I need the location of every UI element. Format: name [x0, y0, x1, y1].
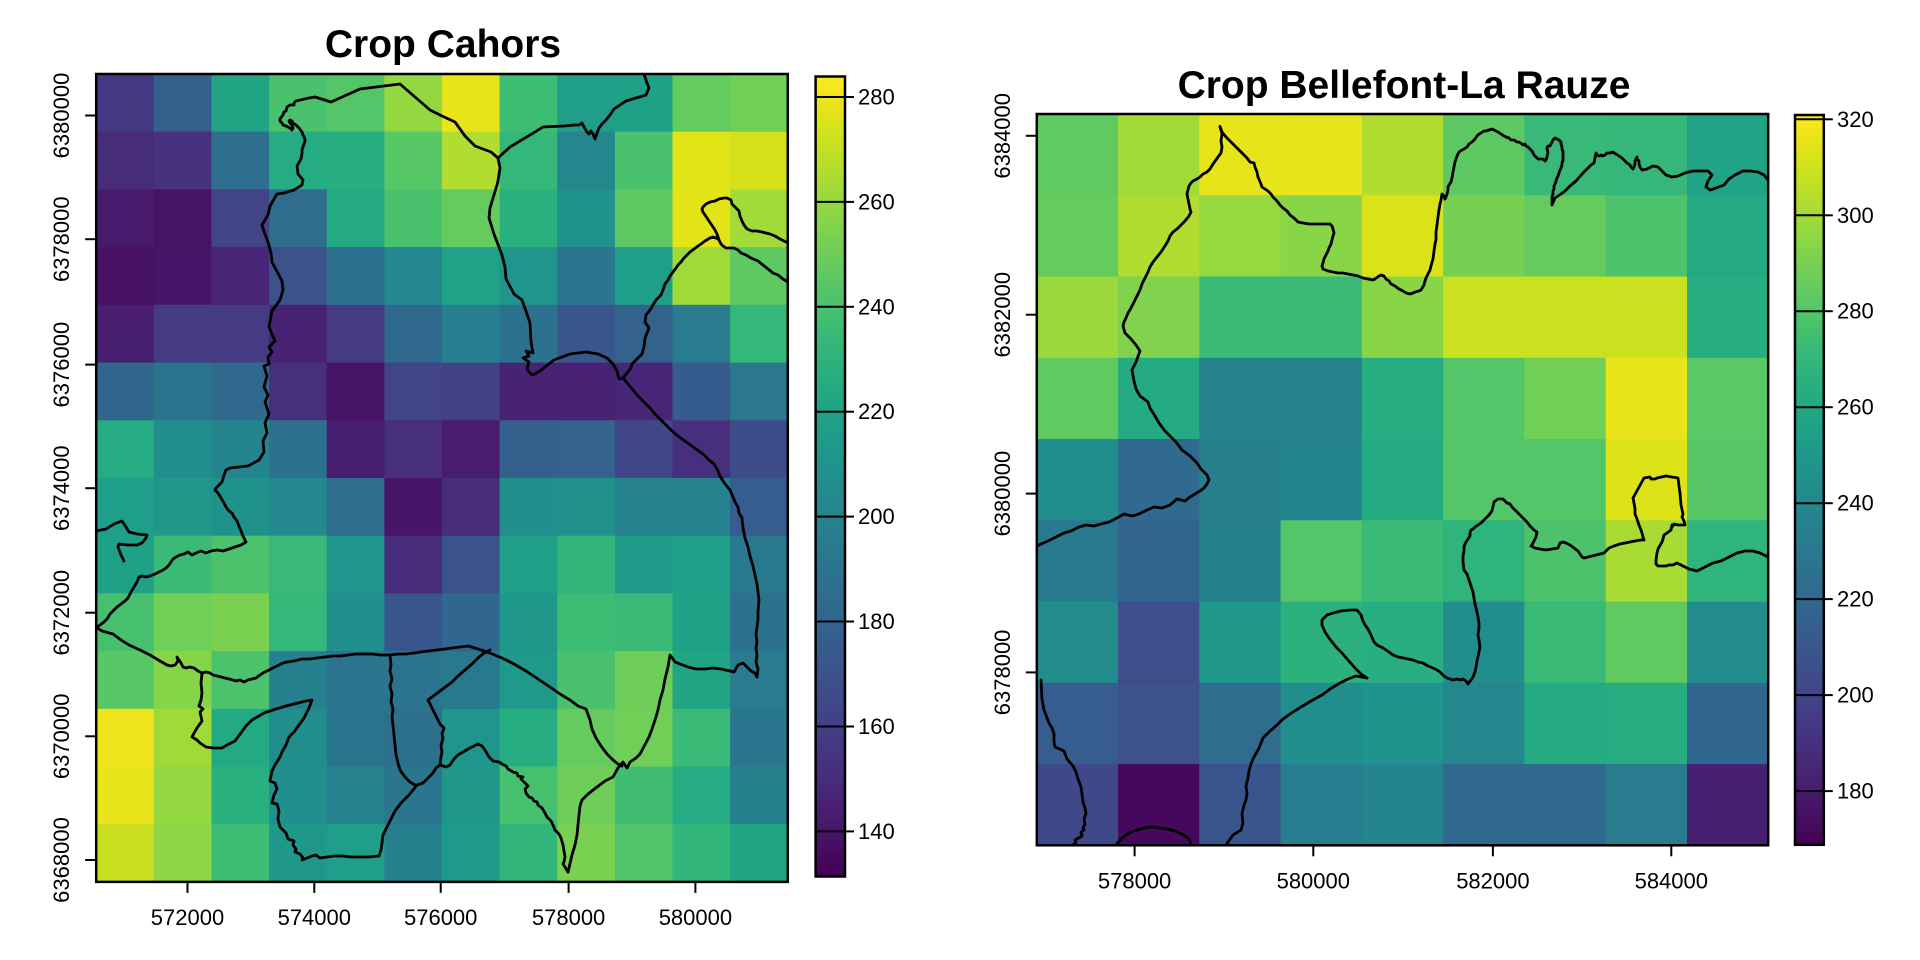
- svg-text:572000: 572000: [151, 905, 224, 930]
- svg-text:6382000: 6382000: [990, 272, 1015, 358]
- svg-text:6380000: 6380000: [990, 451, 1015, 537]
- svg-text:260: 260: [858, 189, 895, 214]
- svg-text:260: 260: [1837, 395, 1874, 420]
- svg-text:576000: 576000: [404, 905, 477, 930]
- svg-text:6372000: 6372000: [49, 570, 74, 656]
- svg-text:180: 180: [858, 609, 895, 634]
- svg-text:6378000: 6378000: [49, 196, 74, 282]
- svg-text:6380000: 6380000: [49, 73, 74, 159]
- svg-text:584000: 584000: [1635, 868, 1708, 893]
- svg-text:300: 300: [1837, 203, 1874, 228]
- svg-text:578000: 578000: [1098, 868, 1171, 893]
- svg-text:6384000: 6384000: [990, 93, 1015, 179]
- svg-text:Crop Bellefont-La Rauze: Crop Bellefont-La Rauze: [1178, 64, 1631, 107]
- svg-text:574000: 574000: [278, 905, 351, 930]
- svg-text:580000: 580000: [659, 905, 732, 930]
- svg-text:180: 180: [1837, 779, 1874, 804]
- svg-text:6378000: 6378000: [990, 630, 1015, 716]
- svg-text:160: 160: [858, 714, 895, 739]
- svg-text:220: 220: [1837, 587, 1874, 612]
- svg-text:6374000: 6374000: [49, 445, 74, 531]
- svg-text:320: 320: [1837, 107, 1874, 132]
- svg-text:580000: 580000: [1277, 868, 1350, 893]
- svg-text:6368000: 6368000: [49, 817, 74, 903]
- svg-text:280: 280: [1837, 299, 1874, 324]
- svg-text:200: 200: [858, 504, 895, 529]
- svg-text:240: 240: [858, 294, 895, 319]
- svg-text:582000: 582000: [1456, 868, 1529, 893]
- svg-text:Crop Cahors: Crop Cahors: [325, 23, 561, 66]
- svg-text:280: 280: [858, 85, 895, 110]
- svg-text:220: 220: [858, 399, 895, 424]
- svg-text:6376000: 6376000: [49, 322, 74, 408]
- svg-text:6370000: 6370000: [49, 693, 74, 779]
- svg-text:140: 140: [858, 819, 895, 844]
- svg-text:240: 240: [1837, 491, 1874, 516]
- svg-text:578000: 578000: [532, 905, 605, 930]
- svg-text:200: 200: [1837, 683, 1874, 708]
